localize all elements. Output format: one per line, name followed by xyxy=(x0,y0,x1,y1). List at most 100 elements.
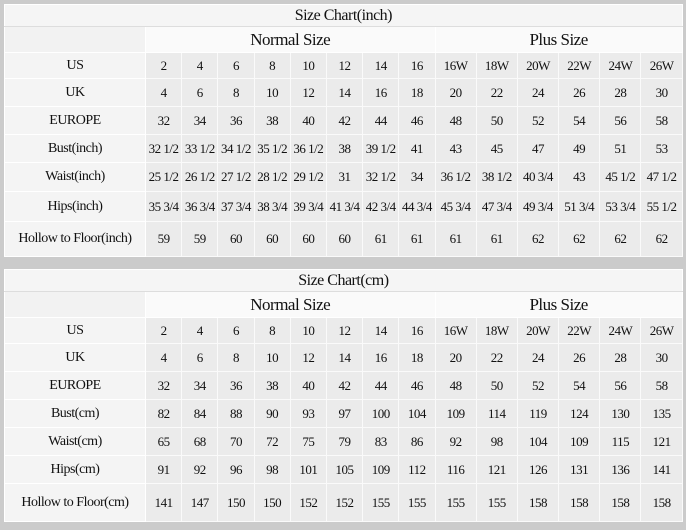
size-value: 31 xyxy=(325,162,364,192)
size-value: 105 xyxy=(325,455,364,484)
size-value: 83 xyxy=(362,427,400,456)
size-value: 56 xyxy=(599,106,642,135)
table-row: US 2 4 6 8 10 12 14 16 16W 18W 20W 22W 24W 26W xyxy=(4,317,683,344)
size-value: 158 xyxy=(640,483,683,522)
size-value: 24W xyxy=(599,52,642,79)
size-value: 104 xyxy=(398,399,436,428)
size-value: 26 1/2 xyxy=(181,162,219,192)
size-value: 20W xyxy=(516,52,560,79)
size-value: 115 xyxy=(599,427,642,456)
size-value: 109 xyxy=(362,455,400,484)
size-value: 42 3/4 xyxy=(362,191,400,222)
size-value: 41 3/4 xyxy=(325,191,364,222)
size-value: 121 xyxy=(640,427,683,456)
size-value: 22 xyxy=(475,343,518,372)
size-value: 58 xyxy=(640,371,683,400)
table-row: Waist(inch) 25 1/2 26 1/2 27 1/2 28 1/2 29 1/… xyxy=(4,162,683,192)
size-value: 49 xyxy=(558,134,601,163)
size-value: 6 xyxy=(217,52,255,79)
size-value: 10 xyxy=(289,52,327,79)
size-value: 38 xyxy=(253,106,291,135)
size-value: 56 xyxy=(599,371,642,400)
size-value: 32 1/2 xyxy=(144,134,183,163)
size-value: 53 xyxy=(640,134,683,163)
size-value: 25 1/2 xyxy=(144,162,183,192)
size-value: 51 3/4 xyxy=(558,191,601,222)
size-value: 158 xyxy=(558,483,601,522)
size-value: 60 xyxy=(253,221,291,257)
size-value: 58 xyxy=(640,106,683,135)
size-value: 41 xyxy=(398,134,436,163)
size-value: 43 xyxy=(434,134,477,163)
size-value: 10 xyxy=(253,343,291,372)
size-value: 93 xyxy=(289,399,327,428)
size-value: 26W xyxy=(640,52,683,79)
size-value: 8 xyxy=(253,317,291,344)
size-value: 32 xyxy=(144,371,183,400)
size-value: 131 xyxy=(558,455,601,484)
size-value: 20 xyxy=(434,343,477,372)
size-value: 24 xyxy=(516,78,560,107)
size-value: 14 xyxy=(325,343,364,372)
size-value: 16 xyxy=(398,52,436,79)
size-value: 14 xyxy=(362,52,400,79)
size-value: 39 1/2 xyxy=(362,134,400,163)
size-value: 6 xyxy=(181,343,219,372)
size-value: 116 xyxy=(434,455,477,484)
size-value: 119 xyxy=(516,399,560,428)
size-value: 150 xyxy=(217,483,255,522)
size-value: 61 xyxy=(362,221,400,257)
size-value: 36 xyxy=(217,371,255,400)
size-value: 70 xyxy=(217,427,255,456)
chart-title: Size Chart(cm) xyxy=(4,269,683,292)
row-label: Hips(cm) xyxy=(4,455,146,484)
table-row: Hips(cm) 91 92 96 98 101 105 109 112 116 121 126 131… xyxy=(4,455,683,484)
size-value: 8 xyxy=(217,343,255,372)
table-row: Hollow to Floor(inch) 59 59 60 60 60 60 61 61 61 6… xyxy=(4,221,683,257)
size-value: 47 3/4 xyxy=(475,191,518,222)
row-label: Bust(inch) xyxy=(4,134,146,163)
row-label: EUROPE xyxy=(4,371,146,400)
size-value: 62 xyxy=(640,221,683,257)
size-value: 28 xyxy=(599,343,642,372)
size-value: 51 xyxy=(599,134,642,163)
size-value: 109 xyxy=(558,427,601,456)
size-value: 50 xyxy=(475,106,518,135)
size-value: 35 3/4 xyxy=(144,191,183,222)
group-plus-size: Plus Size xyxy=(434,291,683,318)
size-value: 6 xyxy=(217,317,255,344)
chart-title: Size Chart(inch) xyxy=(4,4,683,27)
size-value: 36 3/4 xyxy=(181,191,219,222)
size-table: Size Chart(inch) Normal Size Plus Size US 2 4… xyxy=(4,4,683,257)
row-label: Hollow to Floor(cm) xyxy=(4,483,146,522)
size-value: 97 xyxy=(325,399,364,428)
size-value: 26W xyxy=(640,317,683,344)
size-value: 60 xyxy=(325,221,364,257)
size-value: 60 xyxy=(289,221,327,257)
size-value: 45 1/2 xyxy=(599,162,642,192)
table-row: Hips(inch) 35 3/4 36 3/4 37 3/4 38 3/4 39 3/4… xyxy=(4,191,683,222)
size-value: 84 xyxy=(181,399,219,428)
size-value: 121 xyxy=(475,455,518,484)
size-value: 26 xyxy=(558,78,601,107)
table-row: US 2 4 6 8 10 12 14 16 16W 18W 20W 22W 24W 26W xyxy=(4,52,683,79)
size-value: 24W xyxy=(599,317,642,344)
size-value: 124 xyxy=(558,399,601,428)
size-value: 36 1/2 xyxy=(434,162,477,192)
size-value: 2 xyxy=(144,52,183,79)
size-value: 53 3/4 xyxy=(599,191,642,222)
size-value: 96 xyxy=(217,455,255,484)
size-value: 54 xyxy=(558,106,601,135)
size-value: 44 xyxy=(362,371,400,400)
size-value: 112 xyxy=(398,455,436,484)
size-value: 22W xyxy=(558,317,601,344)
size-value: 4 xyxy=(144,78,183,107)
size-value: 52 xyxy=(516,106,560,135)
size-value: 62 xyxy=(558,221,601,257)
size-value: 52 xyxy=(516,371,560,400)
row-label: UK xyxy=(4,78,146,107)
table-row: Hollow to Floor(cm) 141 147 150 150 152 152 155… xyxy=(4,483,683,522)
row-label: Waist(inch) xyxy=(4,162,146,192)
size-value: 8 xyxy=(217,78,255,107)
size-value: 79 xyxy=(325,427,364,456)
